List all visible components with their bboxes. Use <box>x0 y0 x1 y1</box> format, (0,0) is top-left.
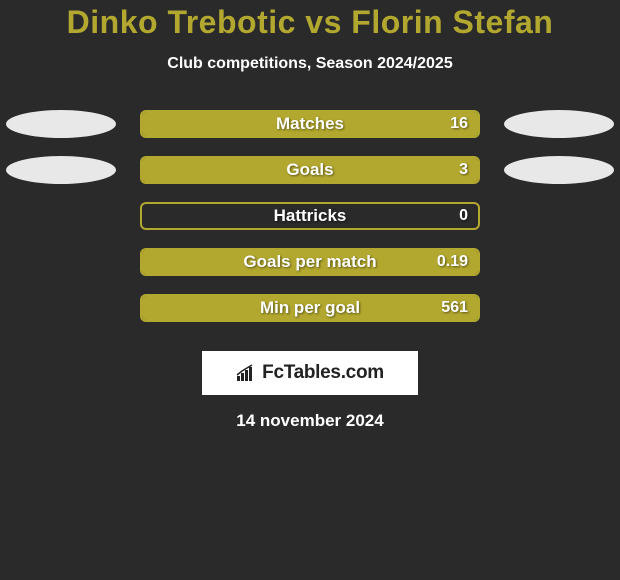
stat-label: Matches <box>142 112 478 136</box>
player2-ellipse <box>504 110 614 138</box>
stat-row: Goals3 <box>0 147 620 193</box>
stat-label: Min per goal <box>142 296 478 320</box>
player1-ellipse <box>6 110 116 138</box>
page-title: Dinko Trebotic vs Florin Stefan <box>0 4 620 41</box>
stat-value: 561 <box>441 296 468 320</box>
stat-label: Goals <box>142 158 478 182</box>
stat-row: Min per goal561 <box>0 285 620 331</box>
stat-bar: Min per goal561 <box>140 294 480 322</box>
player1-ellipse <box>6 156 116 184</box>
brand-text: FcTables.com <box>262 362 384 384</box>
vs-text: vs <box>305 4 342 40</box>
date-text: 14 november 2024 <box>0 411 620 431</box>
stat-bar: Goals per match0.19 <box>140 248 480 276</box>
chart-icon <box>236 364 258 382</box>
stat-row: Goals per match0.19 <box>0 239 620 285</box>
subtitle: Club competitions, Season 2024/2025 <box>0 55 620 73</box>
stats-rows: Matches16 Goals3 Hattricks0 Goals per match… <box>0 101 620 331</box>
stat-row: Matches16 <box>0 101 620 147</box>
stat-label: Goals per match <box>142 250 478 274</box>
stat-value: 0 <box>459 204 468 228</box>
stat-row: Hattricks0 <box>0 193 620 239</box>
stat-bar: Matches16 <box>140 110 480 138</box>
stat-value: 16 <box>450 112 468 136</box>
brand-box[interactable]: FcTables.com <box>202 351 418 395</box>
stat-value: 3 <box>459 158 468 182</box>
stat-value: 0.19 <box>437 250 468 274</box>
player2-ellipse <box>504 156 614 184</box>
player1-name: Dinko Trebotic <box>67 4 296 40</box>
stat-bar: Goals3 <box>140 156 480 184</box>
stat-bar: Hattricks0 <box>140 202 480 230</box>
player2-name: Florin Stefan <box>351 4 553 40</box>
stat-label: Hattricks <box>142 204 478 228</box>
